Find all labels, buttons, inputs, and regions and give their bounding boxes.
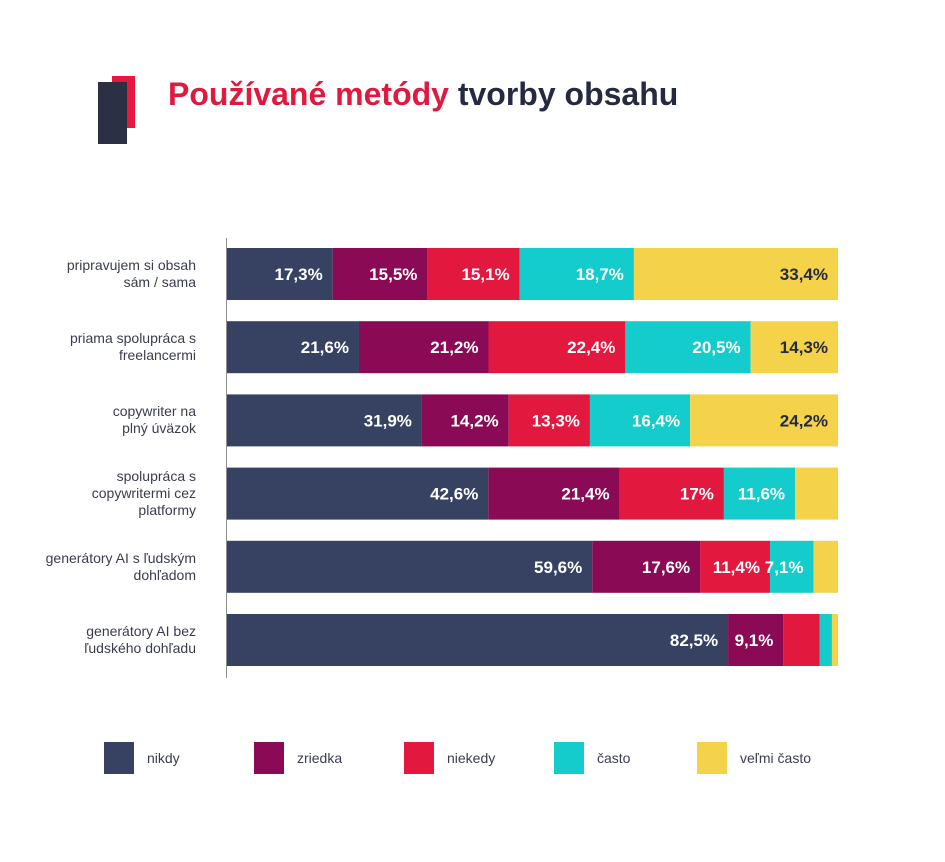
category-label-line: priama spolupráca s xyxy=(69,330,196,347)
data-label: 14,2% xyxy=(450,411,498,430)
bar-segment xyxy=(690,394,838,447)
category-label-line: ľudského dohľadu xyxy=(84,640,196,656)
bar-segment xyxy=(795,467,838,520)
bar-segment xyxy=(227,614,729,666)
category-label-line: platformy xyxy=(138,502,196,519)
category-label-line: pripravujem si obsah xyxy=(66,257,196,273)
legend-label: niekedy xyxy=(447,750,496,766)
bar-segment xyxy=(769,540,814,593)
bar-segment xyxy=(819,614,832,666)
data-label: 11,6% xyxy=(738,485,785,504)
data-label: 17,6% xyxy=(642,558,690,577)
data-label: 15,1% xyxy=(461,265,509,284)
category-label-line: dohľadom xyxy=(133,566,196,583)
logo-front-bar xyxy=(98,82,127,144)
y-axis-line xyxy=(226,238,227,678)
data-label: 22,4% xyxy=(567,338,615,357)
bar-segment xyxy=(728,614,784,666)
data-label: 15,5% xyxy=(369,265,417,284)
legend-label: nikdy xyxy=(147,750,180,766)
data-label: 42,6% xyxy=(430,485,478,504)
category-label: pripravujem si obsah sám / sama xyxy=(6,257,196,291)
data-label: 21,2% xyxy=(430,338,478,357)
bar-segment xyxy=(592,540,701,593)
category-label: generátory AI s ľudským dohľadom xyxy=(6,550,196,584)
data-label: 13,3% xyxy=(532,411,580,430)
data-label: 82,5% xyxy=(670,631,718,650)
bar-segment xyxy=(227,321,359,374)
legend-swatch xyxy=(697,742,727,774)
bar-segment xyxy=(421,394,509,447)
data-label: 18,7% xyxy=(576,265,624,284)
bar-segment xyxy=(750,321,838,374)
category-label: generátory AI bez ľudského dohľadu xyxy=(6,623,196,657)
legend-swatch xyxy=(404,742,434,774)
bar-segment xyxy=(700,540,770,593)
data-label: 11,4% xyxy=(713,558,760,577)
data-label: 21,4% xyxy=(561,485,609,504)
legend-swatch xyxy=(554,742,584,774)
category-label: priama spolupráca s freelancermi xyxy=(6,330,196,364)
bar-segment xyxy=(508,394,590,447)
data-label: 31,9% xyxy=(364,411,412,430)
category-label-line: freelancermi xyxy=(118,347,196,364)
bar-segment xyxy=(227,467,489,520)
bar-segment xyxy=(227,394,422,447)
category-label-line: spolupráca s xyxy=(116,468,196,485)
category-label-line: generátory AI s ľudským xyxy=(45,549,196,566)
data-label: 33,4% xyxy=(780,265,828,284)
chart-title-accent: Používané metódy xyxy=(168,76,449,112)
legend-label: často xyxy=(597,750,631,766)
bar-segment xyxy=(619,467,724,520)
bar-segment xyxy=(783,614,820,666)
chart-title: Používané metódy tvorby obsahu xyxy=(168,76,678,113)
bar-segment xyxy=(813,540,838,593)
category-label-line: sám / sama xyxy=(123,274,196,290)
bar-segment xyxy=(723,467,796,520)
legend-swatch xyxy=(254,742,284,774)
data-label: 17,3% xyxy=(274,265,322,284)
chart-title-rest: tvorby obsahu xyxy=(457,76,679,112)
legend-label: zriedka xyxy=(297,750,343,766)
category-label-line: generátory AI bez xyxy=(86,623,196,639)
bar-segment xyxy=(427,248,520,300)
legend-label: veľmi často xyxy=(740,750,811,766)
bar-segment xyxy=(589,394,691,447)
category-label-line: plný úväzok xyxy=(122,420,196,437)
bar-segment xyxy=(488,467,620,520)
bar-segment xyxy=(633,248,838,300)
category-label: copywriter na plný úväzok xyxy=(6,403,196,437)
data-label: 21,6% xyxy=(301,338,349,357)
legend-swatch xyxy=(104,742,134,774)
bar-segment xyxy=(831,614,838,666)
data-label: 14,3% xyxy=(780,338,828,357)
bar-segment xyxy=(488,321,626,374)
category-label: spolupráca s copywritermi cez platformy xyxy=(6,468,196,519)
data-label: 16,4% xyxy=(632,411,680,430)
bar-segment xyxy=(332,248,428,300)
data-label: 9,1% xyxy=(735,631,774,650)
bar-segment xyxy=(519,248,634,300)
bar-segment xyxy=(625,321,751,374)
bar-segment xyxy=(227,540,593,593)
data-label: 7,1% xyxy=(765,558,804,577)
data-label: 20,5% xyxy=(692,338,740,357)
data-label: 24,2% xyxy=(780,411,828,430)
title-logo-icon xyxy=(98,76,138,144)
data-label: 59,6% xyxy=(534,558,582,577)
bar-segment xyxy=(358,321,489,374)
category-label-line: copywritermi cez xyxy=(91,485,196,502)
data-label: 17% xyxy=(680,485,714,504)
category-label-line: copywriter na xyxy=(112,403,196,420)
bar-segment xyxy=(227,248,333,300)
